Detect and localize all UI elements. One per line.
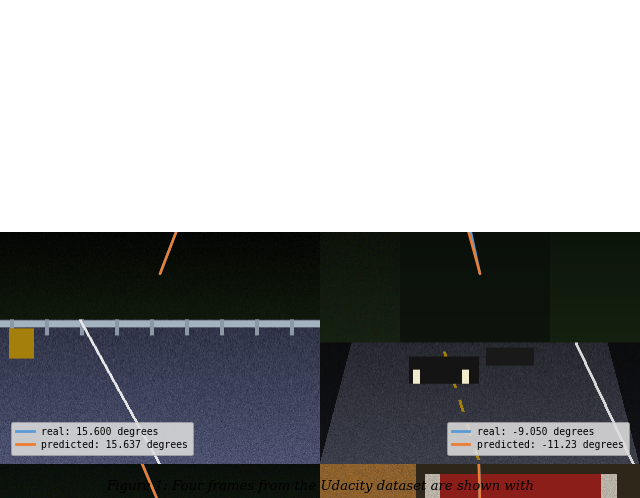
Legend: real: 15.600 degrees, predicted: 15.637 degrees: real: 15.600 degrees, predicted: 15.637 … [12, 422, 193, 455]
Text: Figure 1: Four frames from the Udacity dataset are shown with: Figure 1: Four frames from the Udacity d… [106, 480, 534, 493]
Legend: real: -9.050 degrees, predicted: -11.23 degrees: real: -9.050 degrees, predicted: -11.23 … [447, 422, 628, 455]
